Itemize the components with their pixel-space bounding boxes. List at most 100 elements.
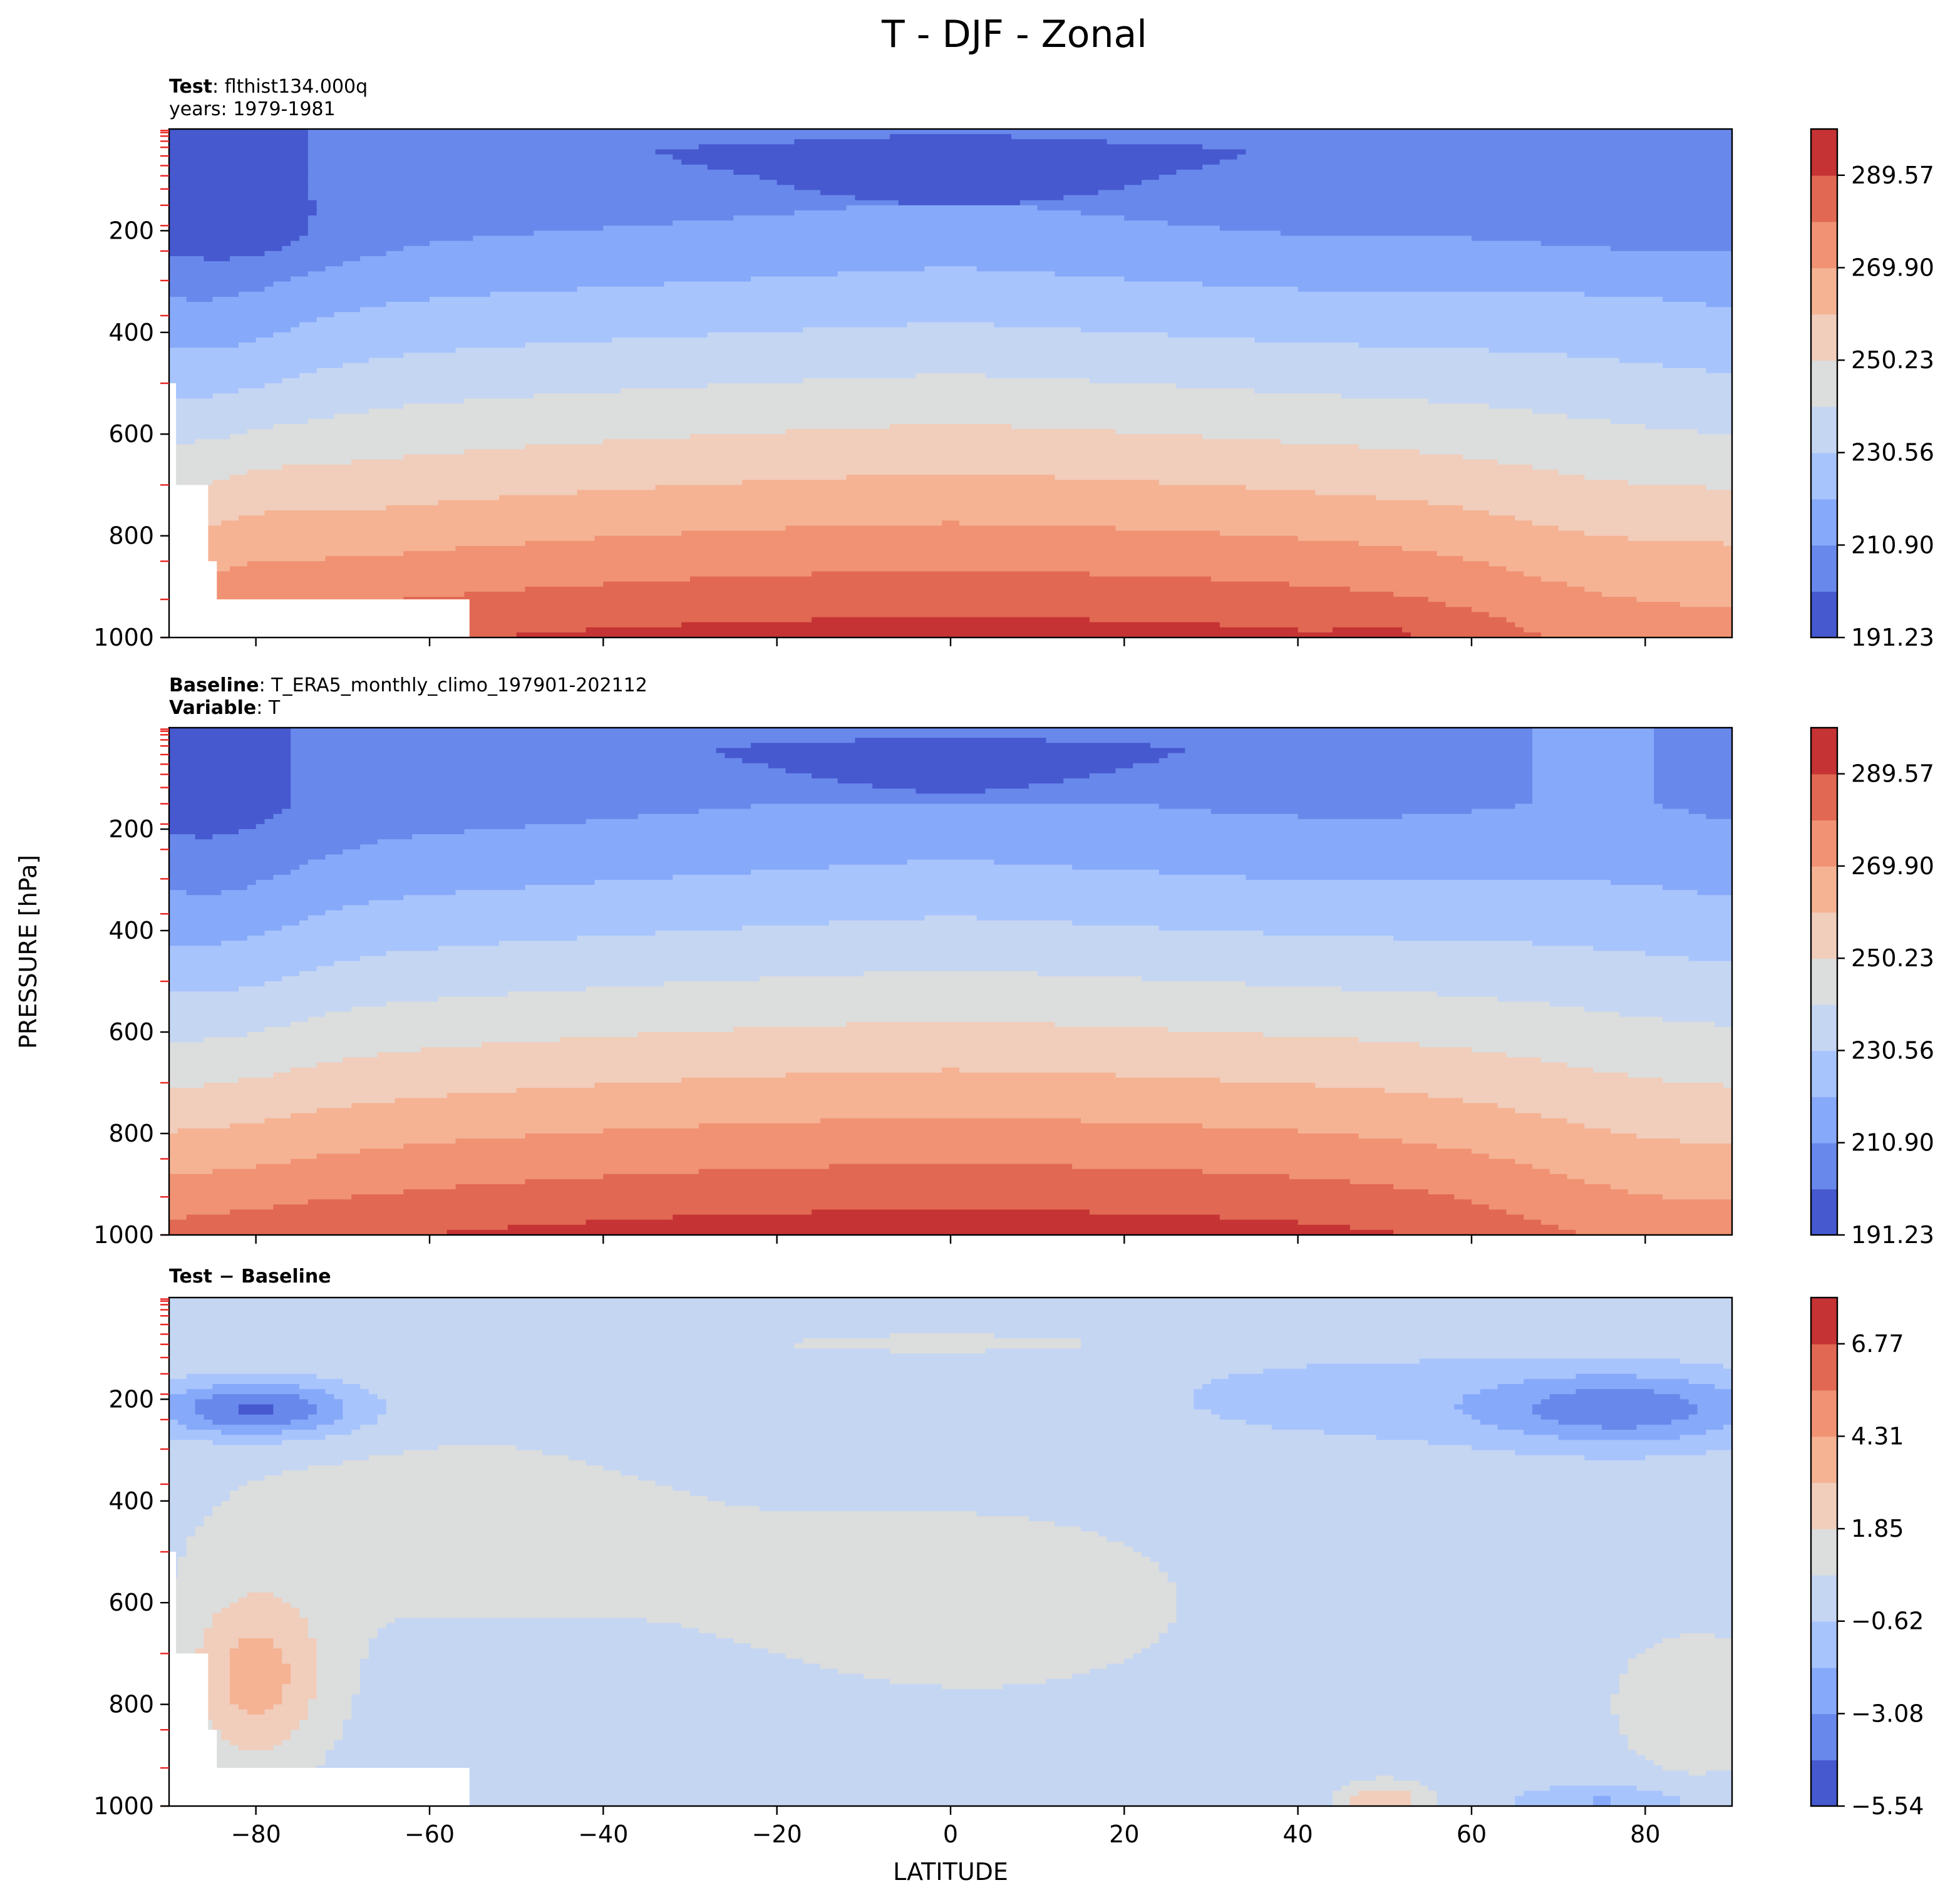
test-contour-cell <box>316 368 1707 374</box>
diff-contour-cell <box>985 1348 1733 1355</box>
test-contour-cell <box>1089 617 1507 623</box>
diff-contour-cell <box>1524 1430 1707 1436</box>
test-contour-cell <box>169 296 187 302</box>
panel-label-bold: Baseline <box>169 674 259 696</box>
test-contour-cell <box>307 144 699 150</box>
diff-contour-cell <box>1376 1435 1559 1441</box>
test-contour-cell <box>733 215 1125 221</box>
colorbar-tick-label: 1.85 <box>1851 1515 1904 1542</box>
test-contour-cell <box>751 276 1125 282</box>
baseline-contour-cell <box>169 763 291 769</box>
baseline-contour-cell <box>1540 1113 1733 1119</box>
diff-contour-cell <box>230 1694 283 1700</box>
test-contour-cell <box>1176 169 1733 175</box>
test-contour-cell <box>1627 535 1733 542</box>
baseline-contour-cell <box>560 1037 1359 1043</box>
test-surface-mask <box>169 383 470 638</box>
baseline-contour-cell <box>255 824 526 830</box>
diff-contour-cell <box>169 1470 283 1476</box>
baseline-contour-cell <box>169 1199 309 1206</box>
diff-contour-cell <box>169 1308 1733 1314</box>
test-contour-cell <box>169 373 300 379</box>
diff-contour-cell <box>516 1445 1472 1451</box>
diff-contour-cell <box>1133 1546 1733 1552</box>
baseline-contour-cell <box>169 915 309 921</box>
baseline-contour-cell <box>1158 803 1516 810</box>
baseline-contour-cell <box>1158 925 1733 931</box>
test-contour-cell <box>1246 149 1733 155</box>
diff-contour-cell <box>186 1541 1125 1547</box>
diff-contour-cell <box>360 1384 1203 1390</box>
diff-contour-cell <box>238 1485 674 1492</box>
baseline-contour-cell <box>169 1047 421 1053</box>
baseline-contour-cell <box>291 1067 942 1073</box>
test-contour-cell <box>1211 576 1542 582</box>
diff-contour-cell <box>230 1679 291 1685</box>
diff-contour-cell <box>169 1546 187 1552</box>
diff-contour-cell <box>1194 1394 1463 1400</box>
baseline-contour-cell <box>377 1052 1507 1058</box>
test-contour-cell <box>1472 607 1733 613</box>
colorbar-swatch <box>1811 1529 1837 1576</box>
test-contour-cell <box>1497 459 1733 465</box>
test-contour-cell <box>273 423 890 430</box>
diff-contour-cell <box>169 1414 205 1420</box>
test-contour-cell <box>169 225 309 232</box>
baseline-contour-cell <box>291 1021 847 1028</box>
colorbar-swatch <box>1811 1097 1837 1144</box>
diff-contour-cell <box>238 1598 283 1603</box>
baseline-contour-cell <box>169 1093 448 1099</box>
test-contour-cell <box>169 454 405 460</box>
baseline-contour-cell <box>1297 1219 1542 1226</box>
baseline-contour-cell <box>1063 778 1533 784</box>
diff-contour-cell <box>186 1425 317 1430</box>
diff-contour-cell <box>169 1368 1264 1375</box>
test-contour-cell <box>169 245 283 252</box>
panel-label-text: : T <box>256 697 281 719</box>
baseline-contour-cell <box>169 1133 526 1139</box>
test-contour-cell <box>386 302 1707 307</box>
diff-contour-cell <box>368 1638 735 1644</box>
baseline-contour-cell <box>1654 788 1733 795</box>
diff-contour-cell <box>273 1592 1177 1598</box>
diff-contour-cell <box>169 1378 344 1385</box>
baseline-contour-cell <box>169 1062 317 1068</box>
baseline-contour-cell <box>507 991 1438 998</box>
diff-contour-cell <box>169 1592 248 1598</box>
test-contour-cell <box>169 393 214 400</box>
diff-contour-cell <box>1688 1399 1733 1405</box>
baseline-contour-cell <box>169 813 274 820</box>
diff-contour-cell <box>1679 1800 1733 1807</box>
diff-contour-cell <box>1715 1633 1733 1639</box>
baseline-contour-cell <box>1436 991 1733 998</box>
diff-contour-cell <box>316 1373 1229 1380</box>
test-contour-cell <box>534 393 1342 400</box>
colorbar-swatch <box>1811 820 1837 867</box>
baseline-contour-cell <box>169 1088 517 1093</box>
baseline-contour-cell <box>291 763 769 769</box>
test-contour-cell <box>812 571 1090 577</box>
test-contour-cell <box>307 185 795 191</box>
baseline-contour-cell <box>169 1016 309 1023</box>
diff-contour-cell <box>976 1511 1733 1517</box>
baseline-contour-cell <box>291 869 751 875</box>
diff-contour-cell <box>1393 1775 1733 1782</box>
test-contour-cell <box>1019 200 1733 206</box>
test-contour-cell <box>1219 622 1516 628</box>
diff-contour-cell <box>282 1658 317 1665</box>
test-contour-cell <box>430 240 1542 247</box>
diff-contour-cell <box>716 1633 1160 1639</box>
colorbar-swatch <box>1811 267 1837 315</box>
test-contour-cell <box>291 240 430 247</box>
baseline-contour-cell <box>742 925 1160 931</box>
baseline-contour-cell <box>846 1021 1056 1028</box>
y-tick-label: 1000 <box>93 624 154 651</box>
test-contour-cell <box>1488 510 1733 516</box>
baseline-contour-cell <box>1028 783 1533 789</box>
baseline-contour-cell <box>1167 1026 1733 1033</box>
diff-contour-cell <box>803 1658 1125 1665</box>
baseline-contour-cell <box>291 748 717 754</box>
test-contour-cell <box>1142 180 1733 186</box>
test-contour-cell <box>1428 500 1733 506</box>
